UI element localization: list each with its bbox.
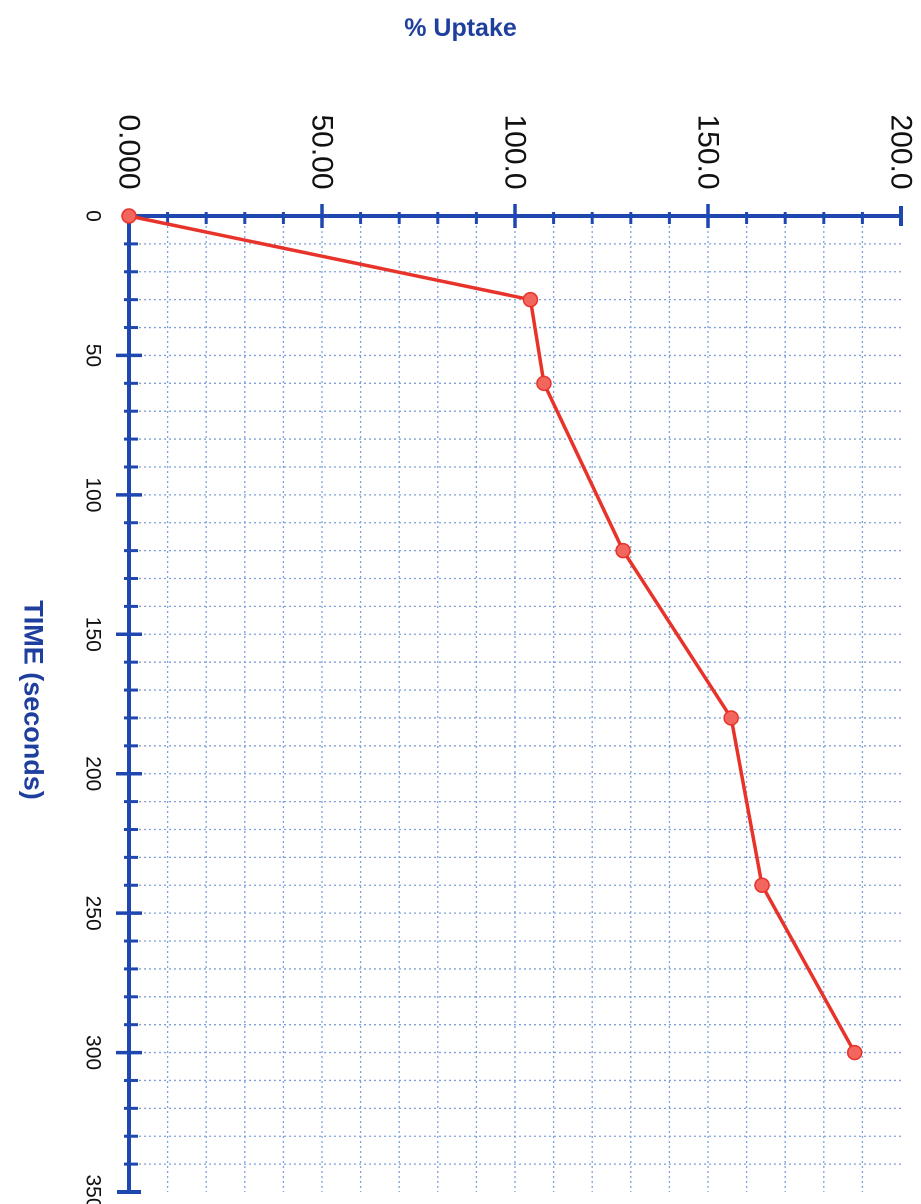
data-point [846,1044,863,1061]
time-tick-label: 200 [82,756,105,791]
value-tick-label: 200.0 [885,114,918,189]
time-tick-label: 0 [82,210,105,222]
data-point [522,291,539,308]
data-point [615,542,631,559]
data-point [121,208,137,224]
value-tick-label: 150.0 [692,114,725,189]
time-tick-label: 300 [82,1035,105,1070]
value-tick-label: 0.000 [113,114,146,189]
time-tick-label: 100 [82,477,105,512]
time-tick-label: 250 [82,896,105,931]
value-tick-label: 100.0 [499,114,532,189]
y-axis-title: % Uptake [404,14,517,42]
data-point [536,375,552,392]
time-tick-label: 150 [82,617,105,652]
data-point [754,877,770,894]
time-tick-label: 350 [82,1174,105,1204]
data-point [723,710,739,726]
time-tick-label: 50 [82,344,105,367]
value-tick-label: 50.00 [306,114,339,189]
